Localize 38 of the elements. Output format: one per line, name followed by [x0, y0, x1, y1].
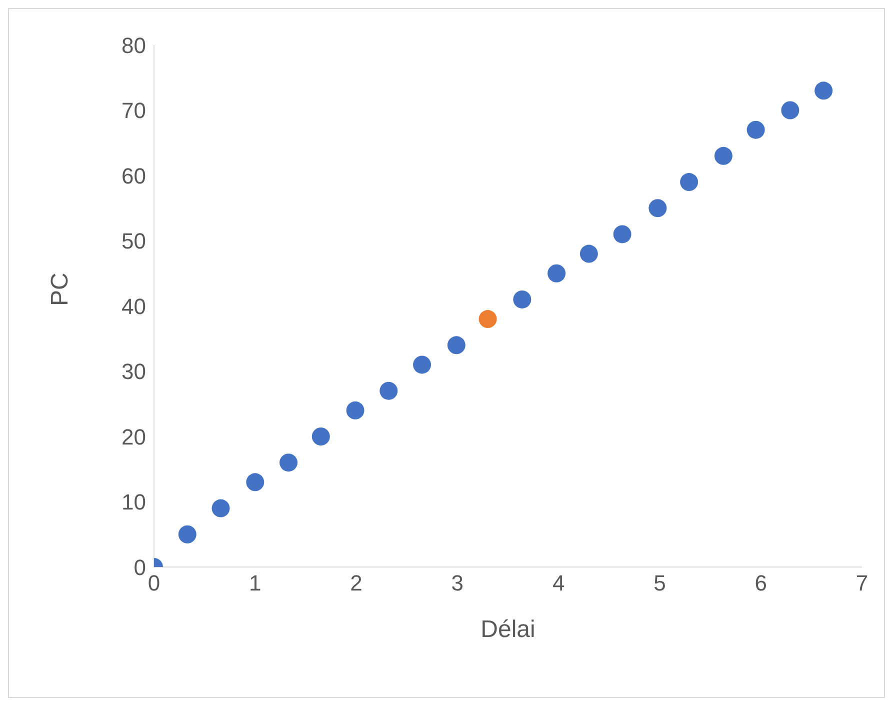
y-tick-label: 50	[122, 228, 146, 254]
point	[178, 525, 196, 544]
point	[781, 101, 800, 120]
point	[714, 146, 732, 165]
point	[312, 428, 330, 446]
point	[246, 473, 264, 492]
y-tick-label: 40	[122, 294, 146, 319]
x-tick-label: 6	[754, 570, 767, 596]
x-tick-label: 7	[856, 570, 868, 596]
y-tick-label: 20	[122, 424, 146, 450]
point	[447, 336, 466, 354]
point	[648, 199, 667, 218]
x-tick-label: 2	[350, 570, 362, 596]
y-tick-label: 60	[122, 163, 146, 188]
x-tick-label: 5	[654, 570, 666, 596]
point	[346, 401, 364, 420]
y-tick-label: 10	[122, 490, 146, 515]
x-tick-label: 4	[552, 570, 565, 596]
x-tick-label: 3	[451, 570, 464, 596]
y-tick-label: 30	[122, 359, 146, 384]
point	[680, 173, 698, 192]
point	[746, 120, 765, 139]
point	[513, 290, 532, 308]
x-tick-label: 1	[249, 570, 262, 596]
y-tick-label: 0	[134, 554, 146, 580]
y-tick-label: 80	[122, 32, 146, 58]
point	[413, 356, 432, 374]
point	[280, 454, 298, 472]
y-tick-label: 70	[122, 98, 146, 124]
point	[580, 244, 598, 263]
point	[478, 310, 497, 328]
point	[548, 264, 566, 282]
point	[613, 225, 632, 244]
point	[814, 82, 833, 100]
y-axis-title: PC	[46, 272, 74, 306]
point	[380, 382, 398, 400]
x-axis-title: Délai	[480, 616, 536, 643]
point	[212, 499, 230, 518]
